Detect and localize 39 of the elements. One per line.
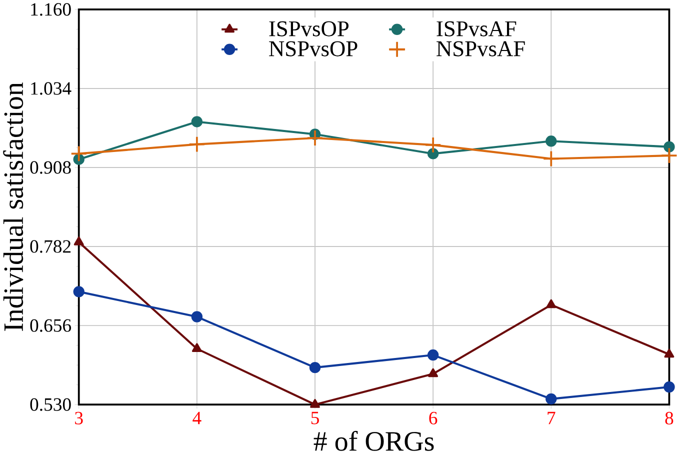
y-tick-label: 1.160	[31, 3, 71, 16]
x-tick-label: 3	[75, 412, 83, 424]
point	[191, 311, 203, 322]
point	[546, 393, 557, 405]
point	[427, 349, 439, 361]
y-tick-label: 0.908	[30, 161, 71, 174]
point	[73, 286, 84, 298]
point	[424, 136, 442, 154]
legend-label: ISPvsAF	[436, 21, 516, 36]
point	[310, 398, 320, 408]
point	[660, 147, 677, 164]
point	[546, 299, 556, 308]
point	[188, 136, 206, 153]
point	[428, 368, 438, 378]
point	[309, 362, 321, 374]
legend-label: NSPvsAF	[436, 41, 525, 56]
x-tick-label: 7	[548, 412, 556, 424]
legend-label: NSPvsOP	[269, 41, 358, 56]
legend-label: ISPvsOP	[269, 21, 349, 36]
point	[664, 141, 675, 152]
x-tick-label: 8	[665, 412, 674, 424]
point	[192, 343, 202, 352]
point	[546, 136, 557, 147]
point	[306, 130, 324, 146]
point	[542, 150, 560, 168]
point	[191, 116, 203, 128]
x-axis-title: # of ORGs	[314, 430, 434, 451]
y-tick-label: 0.530	[30, 398, 71, 411]
y-tick-label: 0.656	[30, 319, 72, 332]
y-tick-label: 0.782	[30, 240, 71, 253]
x-tick-label: 4	[192, 412, 202, 424]
point	[74, 236, 84, 246]
x-tick-label: 5	[311, 412, 319, 424]
y-tick-label: 1.034	[31, 82, 72, 95]
x-tick-label: 6	[429, 412, 438, 424]
point	[664, 348, 674, 358]
y-axis-title: Individual satisfaction	[3, 82, 24, 331]
point	[70, 145, 88, 162]
point	[664, 381, 675, 393]
